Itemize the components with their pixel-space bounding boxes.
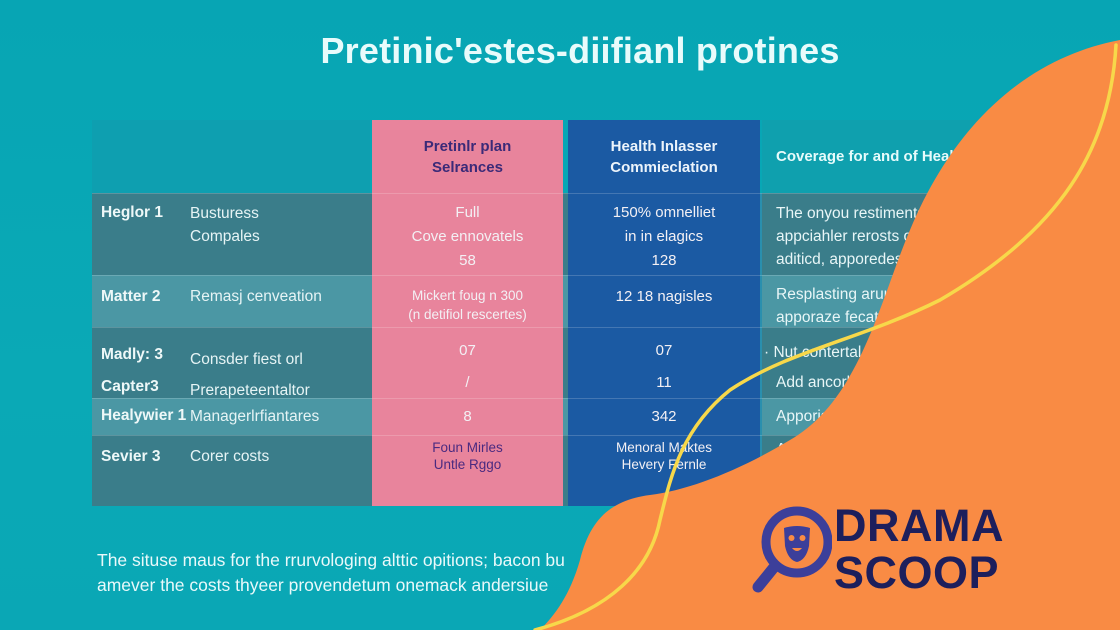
- header-coverage: Coverage for and of Health: [762, 120, 1092, 193]
- plan-cell: Mickert foug n 300 (n detifiol rescertes…: [408, 288, 527, 322]
- row-divider: [92, 435, 1092, 436]
- commission-cell: 342: [651, 408, 677, 425]
- row-label: Healywier 1: [101, 407, 187, 424]
- header-coverage-line1: Coverage for and of Health: [776, 148, 968, 165]
- commission-cell: 07 11: [655, 342, 673, 391]
- header-plan-line1: Pretinlr plan: [423, 137, 512, 155]
- row-description: Consder fiest orl Prerapeteentaltor: [190, 351, 310, 399]
- row-divider: [92, 327, 1092, 328]
- row-label: Matter 2: [101, 288, 161, 305]
- footer-text: The situse maus for the rrurvologing alt…: [97, 548, 565, 598]
- coverage-cell: Resplasting aruur r apporaze fecatins: [776, 286, 907, 326]
- coverage-cell: · Nut contertal pr Add ancorleett: [764, 344, 880, 391]
- header-plan: Pretinlr plan Selrances: [372, 120, 563, 193]
- row-divider: [92, 275, 1092, 276]
- plan-cell: 8: [463, 408, 472, 425]
- commission-cell: Menoral Maktes Hevery Fernle: [615, 440, 713, 472]
- commission-cell: 12 18 nagisles: [615, 288, 713, 305]
- comparison-table: Pretinlr plan Selrances Health Inlasser …: [92, 120, 1092, 506]
- row-description: Managerlrfiantares: [190, 408, 320, 425]
- logo-line-2: SCOOP: [834, 547, 1000, 598]
- row-divider: [92, 193, 1092, 194]
- row-label: Madly: 3 Capter3: [101, 346, 164, 395]
- coverage-cell: Apporisrin: [776, 408, 846, 425]
- logo-line-1: DRAMA: [834, 500, 1004, 551]
- header-commission-line1: Health Inlasser: [610, 137, 718, 155]
- coverage-cell: The onyou restiments appciahler rerosts …: [776, 205, 926, 268]
- footer-line-1: The situse maus for the rrurvologing alt…: [97, 550, 565, 570]
- plan-cell: Foun Mirles Untle Rggo: [432, 440, 503, 472]
- header-blank: [92, 120, 370, 193]
- column-divider: [760, 193, 762, 506]
- header-plan-line2: Selrances: [432, 158, 503, 176]
- page-title: Pretinic'estes-diifianl protines: [320, 30, 840, 71]
- commission-cell: 150% omnelliet in in elagics 128: [612, 204, 716, 269]
- row-description: Corer costs: [190, 448, 270, 465]
- coverage-cell: Acul: [776, 441, 807, 458]
- row-description: Remasj cenveation: [190, 288, 322, 305]
- row-description: Busturess Compales: [190, 205, 260, 245]
- row-label: Heglor 1: [101, 204, 164, 221]
- plan-cell: Full Cove ennovatels 58: [411, 204, 524, 269]
- plan-cell: 07 /: [459, 342, 476, 391]
- header-commission-line2: Commieclation: [610, 158, 718, 176]
- footer-line-2: amever the costs thyeer provendetum onem…: [97, 575, 549, 595]
- drama-scoop-logo: DRAMA SCOOP: [752, 498, 1052, 608]
- plan-column: [372, 193, 563, 506]
- logo-wordmark: DRAMA SCOOP: [834, 502, 1004, 596]
- row-label: Sevier 3: [101, 448, 161, 465]
- header-commission: Health Inlasser Commieclation: [568, 120, 760, 193]
- magnifier-face-icon: [752, 506, 832, 593]
